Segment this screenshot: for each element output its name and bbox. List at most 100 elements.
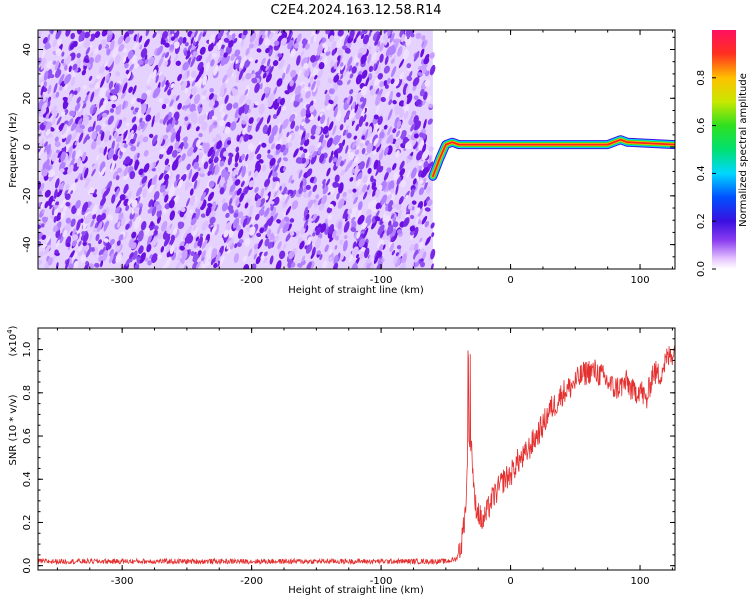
noise-blob xyxy=(96,214,102,223)
noise-blob xyxy=(129,170,136,180)
noise-blob xyxy=(354,30,360,36)
noise-blob xyxy=(301,255,306,263)
noise-blob xyxy=(239,192,245,203)
noise-blob xyxy=(298,169,303,179)
noise-blob xyxy=(111,140,115,152)
noise-blob xyxy=(228,238,234,248)
noise-blob xyxy=(121,216,126,227)
noise-blob xyxy=(125,223,130,230)
noise-blob xyxy=(248,57,254,62)
noise-blob xyxy=(40,57,47,68)
noise-blob xyxy=(242,255,248,263)
noise-blob xyxy=(269,255,274,265)
noise-blob xyxy=(174,140,179,150)
noise-blob xyxy=(100,39,107,49)
noise-blob xyxy=(58,124,64,131)
noise-blob xyxy=(105,90,110,97)
y-tick-label: 0 xyxy=(22,144,33,150)
noise-blob xyxy=(65,183,70,191)
noise-blob xyxy=(258,209,265,216)
noise-blob xyxy=(152,198,156,208)
noise-blob xyxy=(98,147,104,153)
noise-blob xyxy=(240,180,245,188)
noise-blob xyxy=(154,112,161,123)
x-tick-label: 100 xyxy=(630,576,649,587)
noise-blob xyxy=(331,40,337,50)
noise-blob xyxy=(198,107,203,113)
noise-blob xyxy=(225,45,232,55)
noise-blob xyxy=(219,103,224,113)
noise-blob xyxy=(205,61,210,72)
noise-blob xyxy=(334,174,340,183)
noise-blob xyxy=(428,155,432,164)
noise-blob xyxy=(356,172,363,182)
noise-blob xyxy=(376,103,380,114)
noise-blob xyxy=(187,225,192,234)
noise-blob xyxy=(171,149,178,158)
noise-blob xyxy=(351,66,357,74)
noise-blob xyxy=(428,146,434,152)
noise-blob xyxy=(421,149,429,161)
noise-blob xyxy=(246,216,252,226)
noise-blob xyxy=(58,85,63,91)
noise-blob xyxy=(277,241,282,250)
noise-blob xyxy=(299,180,303,189)
noise-blob xyxy=(215,252,221,264)
noise-blob xyxy=(108,135,112,141)
noise-blob xyxy=(318,203,325,211)
noise-blob xyxy=(389,90,393,102)
noise-blob xyxy=(261,92,266,101)
noise-blob xyxy=(143,150,149,157)
noise-blob xyxy=(233,37,238,44)
noise-blob xyxy=(259,227,265,234)
noise-blob xyxy=(232,89,239,97)
noise-blob xyxy=(381,258,385,263)
noise-blob xyxy=(92,213,97,220)
noise-blob xyxy=(274,235,280,242)
noise-blob xyxy=(290,189,297,199)
noise-blob xyxy=(43,120,48,126)
noise-blob xyxy=(335,155,342,167)
noise-blob xyxy=(206,251,213,259)
noise-blob xyxy=(392,128,397,134)
noise-blob xyxy=(308,145,314,153)
noise-blob xyxy=(109,108,115,113)
noise-blob xyxy=(220,49,225,56)
noise-blob xyxy=(148,199,154,208)
noise-blob xyxy=(118,44,125,52)
noise-blob xyxy=(55,262,59,269)
noise-blob xyxy=(151,206,157,217)
noise-blob xyxy=(40,81,44,88)
noise-blob xyxy=(362,114,367,123)
noise-blob xyxy=(392,163,397,171)
noise-blob xyxy=(285,64,291,74)
noise-blob xyxy=(279,124,283,135)
noise-blob xyxy=(399,72,405,80)
noise-blob xyxy=(42,169,48,177)
noise-blob xyxy=(231,192,236,200)
noise-blob xyxy=(287,142,293,148)
noise-blob xyxy=(315,226,321,236)
noise-blob xyxy=(131,199,138,208)
noise-blob xyxy=(210,59,215,67)
noise-blob xyxy=(115,206,121,214)
noise-blob xyxy=(107,148,115,160)
noise-blob xyxy=(367,187,373,195)
noise-blob xyxy=(273,45,280,51)
noise-blob xyxy=(88,62,93,71)
noise-blob xyxy=(44,244,51,255)
noise-blob xyxy=(307,199,314,209)
noise-blob xyxy=(144,58,149,64)
noise-blob xyxy=(420,166,429,178)
noise-blob xyxy=(267,149,271,154)
noise-blob xyxy=(219,187,225,195)
noise-blob xyxy=(426,237,431,243)
noise-blob xyxy=(342,191,347,198)
noise-blob xyxy=(213,121,218,126)
noise-blob xyxy=(226,67,233,79)
noise-blob xyxy=(268,65,274,76)
noise-blob xyxy=(150,221,154,227)
noise-blob xyxy=(275,143,281,150)
noise-blob xyxy=(374,120,379,132)
noise-blob xyxy=(161,76,166,88)
